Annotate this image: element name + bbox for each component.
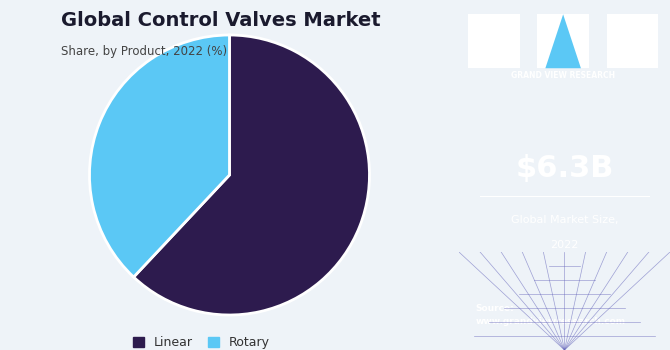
Text: Global Control Valves Market: Global Control Valves Market xyxy=(62,10,381,29)
FancyBboxPatch shape xyxy=(606,14,658,68)
Wedge shape xyxy=(133,35,369,315)
Text: 2022: 2022 xyxy=(550,240,579,250)
FancyBboxPatch shape xyxy=(468,14,520,68)
Text: Global Market Size,: Global Market Size, xyxy=(511,216,618,225)
Text: Share, by Product, 2022 (%): Share, by Product, 2022 (%) xyxy=(62,46,228,58)
Wedge shape xyxy=(90,35,230,277)
Text: $6.3B: $6.3B xyxy=(515,154,614,182)
Text: Source:
www.grandviewresearch.com: Source: www.grandviewresearch.com xyxy=(476,304,626,326)
Polygon shape xyxy=(545,14,581,68)
Text: GRAND VIEW RESEARCH: GRAND VIEW RESEARCH xyxy=(511,71,615,80)
FancyBboxPatch shape xyxy=(537,14,589,68)
Legend: Linear, Rotary: Linear, Rotary xyxy=(128,331,275,350)
